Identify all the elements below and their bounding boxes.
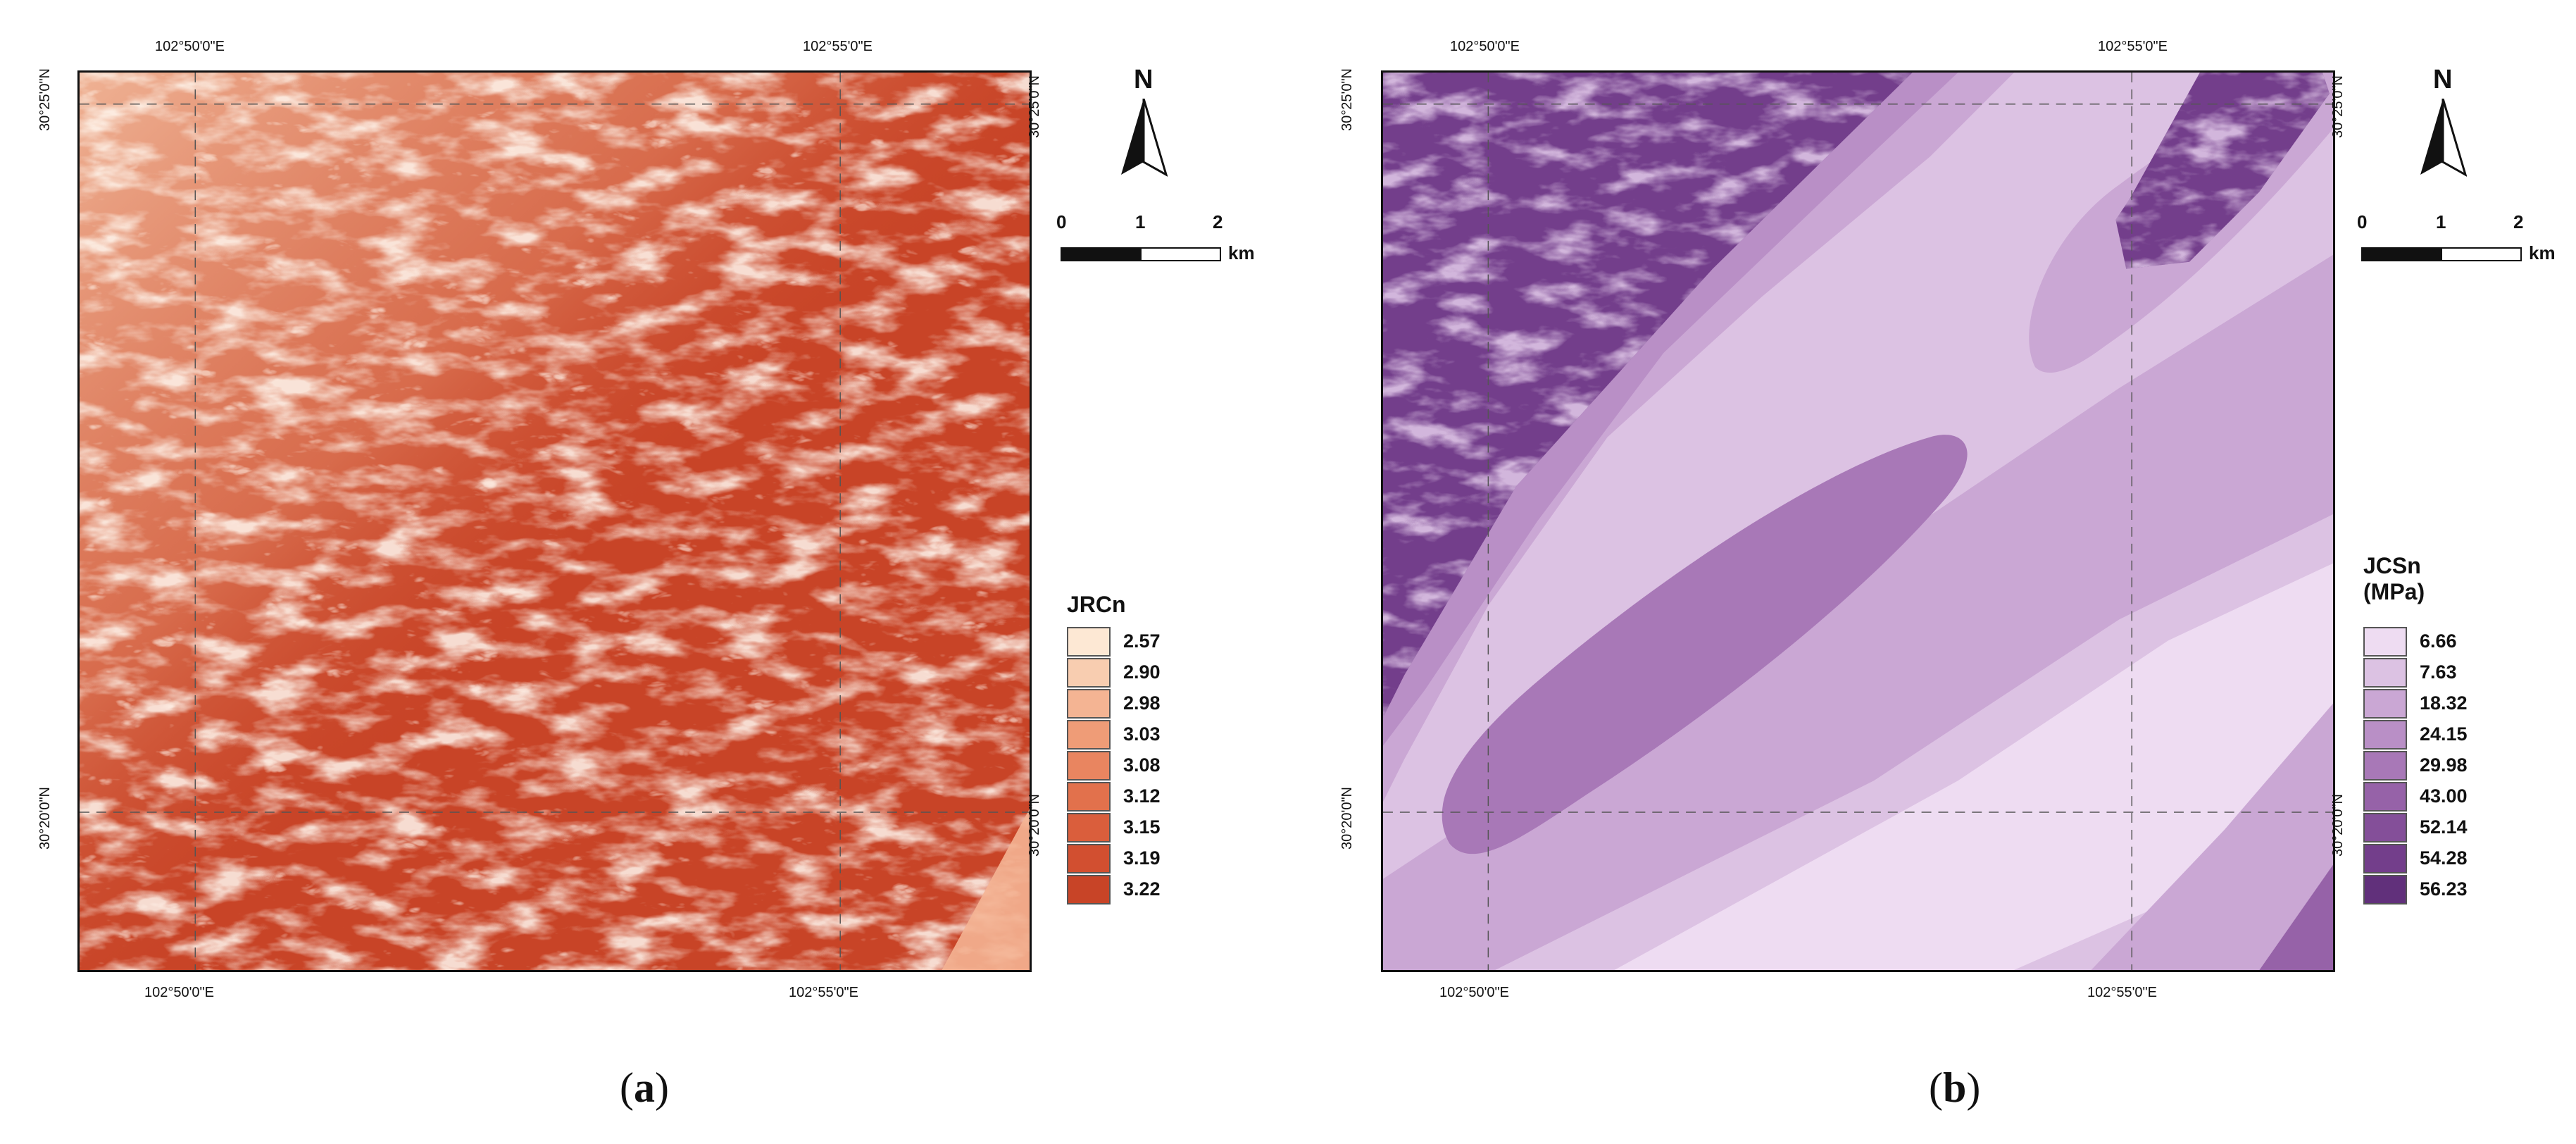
coord-right-bottom: 30°20'0"N [2330, 794, 2346, 857]
legend-swatch [2363, 751, 2407, 781]
legend-swatch [1067, 627, 1111, 657]
panel-b: 102°50'0"E 102°55'0"E 102°50'0"E 102°55'… [1288, 0, 2576, 1144]
panel-label-a: (a) [620, 1064, 669, 1111]
scale-unit: km [2529, 242, 2556, 263]
coord-left-top: 30°25'0"N [1339, 68, 1355, 131]
legend-swatch [2363, 658, 2407, 688]
legend-value: 56.23 [2420, 878, 2468, 900]
legend-value: 2.90 [1123, 661, 1161, 683]
jrcn-raster [80, 73, 1030, 970]
coord-right-bottom: 30°20'0"N [1026, 794, 1042, 857]
legend-value: 7.63 [2420, 661, 2457, 683]
legend-swatch [1067, 751, 1111, 781]
jcsn-map [1381, 70, 2335, 972]
coord-bottom-left: 102°50'0"E [1439, 985, 1509, 1000]
legend-value: 3.12 [1123, 785, 1161, 807]
legend-value: 52.14 [2420, 816, 2468, 838]
legend-swatch [1067, 658, 1111, 688]
legend-swatch [2363, 627, 2407, 657]
scale-tick-1: 1 [2436, 211, 2446, 232]
legend-swatch [2363, 844, 2407, 873]
legend-swatch [1067, 875, 1111, 904]
legend-swatch [2363, 782, 2407, 812]
legend-swatch [2363, 689, 2407, 719]
legend-title-unit: (MPa) [2363, 578, 2425, 604]
legend-swatch [1067, 844, 1111, 873]
coord-top-left: 102°50'0"E [155, 39, 225, 54]
coord-top-right: 102°55'0"E [2098, 39, 2168, 54]
coord-left-bottom: 30°20'0"N [37, 787, 53, 850]
north-arrow-icon [2420, 99, 2467, 177]
legend-value: 3.19 [1123, 847, 1161, 869]
legend-title: JRCn [1067, 592, 1126, 617]
coord-right-top: 30°25'0"N [1026, 75, 1042, 138]
legend-value: 29.98 [2420, 754, 2468, 776]
coord-left-top: 30°25'0"N [37, 68, 53, 131]
legend-value: 54.28 [2420, 847, 2468, 869]
north-label: N [2433, 65, 2453, 94]
legend-title-name: JCSn [2363, 553, 2421, 578]
legend-value: 6.66 [2420, 630, 2457, 652]
legend-value: 3.22 [1123, 878, 1161, 900]
legend-value: 2.98 [1123, 692, 1161, 714]
coord-left-bottom: 30°20'0"N [1339, 787, 1355, 850]
legend-value: 3.08 [1123, 754, 1161, 776]
scale-tick-0: 0 [2357, 211, 2368, 232]
coord-top-left: 102°50'0"E [1450, 39, 1520, 54]
scale-tick-2: 2 [2513, 211, 2524, 232]
scale-bar [1061, 247, 1221, 261]
legend-value: 3.15 [1123, 816, 1161, 838]
legend-swatch [2363, 875, 2407, 904]
scale-tick-1: 1 [1135, 211, 1146, 232]
legend-value: 24.15 [2420, 723, 2468, 745]
legend-swatch [1067, 689, 1111, 719]
coord-bottom-right: 102°55'0"E [789, 985, 858, 1000]
scale-unit: km [1228, 242, 1255, 263]
legend-value: 18.32 [2420, 692, 2468, 714]
scale-tick-2: 2 [1213, 211, 1223, 232]
legend-value: 43.00 [2420, 785, 2468, 807]
legend-swatch [1067, 782, 1111, 812]
coord-bottom-left: 102°50'0"E [144, 985, 214, 1000]
legend-swatch [2363, 720, 2407, 750]
scale-bar [2361, 247, 2522, 261]
legend-swatch [1067, 813, 1111, 843]
legend-swatch [2363, 813, 2407, 843]
legend-title: JCSn (MPa) [2363, 553, 2425, 605]
north-label: N [1134, 65, 1153, 94]
legend-value: 2.57 [1123, 630, 1161, 652]
coord-top-right: 102°55'0"E [803, 39, 873, 54]
jcsn-raster [1383, 73, 2333, 970]
coord-right-top: 30°25'0"N [2330, 75, 2346, 138]
legend-swatch [1067, 720, 1111, 750]
coord-bottom-right: 102°55'0"E [2087, 985, 2157, 1000]
panel-a: 102°50'0"E 102°55'0"E 102°50'0"E 102°55'… [37, 39, 1255, 1111]
panel-label-b: (b) [1929, 1064, 1981, 1111]
jrcn-map [77, 70, 1032, 972]
legend-value: 3.03 [1123, 723, 1161, 745]
scale-tick-0: 0 [1056, 211, 1067, 232]
north-arrow-icon [1121, 99, 1168, 177]
